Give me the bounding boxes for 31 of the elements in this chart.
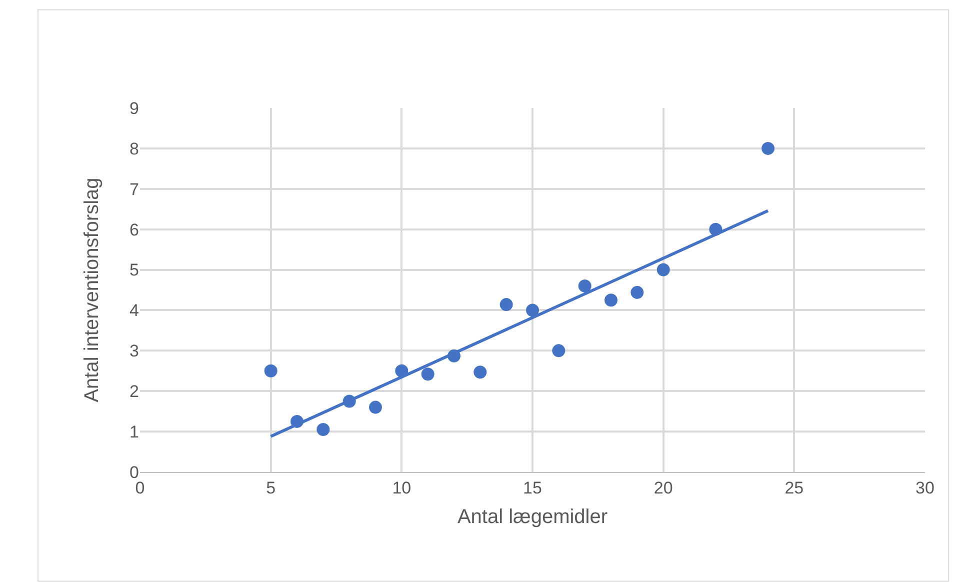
y-tick-label: 0 [130,462,139,482]
point [526,304,539,317]
y-tick-label: 3 [130,342,139,361]
y-tick-label: 1 [130,422,139,442]
x-tick-label: 30 [916,478,934,498]
x-tick-label: 20 [654,478,673,498]
y-tick-label: 9 [130,98,139,118]
x-tick-label: 10 [392,478,412,498]
x-axis-title: Antal lægemidler [457,506,608,528]
x-tick-label: 5 [266,478,276,498]
point [421,368,434,381]
point [474,366,487,379]
x-tick-label: 25 [784,478,804,498]
point [369,400,382,414]
point [630,286,644,299]
point [316,423,330,436]
point [264,364,278,378]
y-axis-title: Antal interventionsforslag [81,178,104,402]
y-tick-label: 6 [130,220,139,240]
y-tick-label: 7 [130,180,139,199]
point [604,294,618,307]
y-tick-label: 4 [130,301,139,320]
point [762,142,774,155]
y-tick-label: 2 [130,382,139,402]
point [656,263,670,276]
y-tick-label: 8 [130,139,139,158]
x-tick-label: 15 [523,478,542,498]
point [500,298,513,312]
point [578,279,592,292]
point [552,344,566,358]
y-tick-label: 5 [130,260,139,280]
